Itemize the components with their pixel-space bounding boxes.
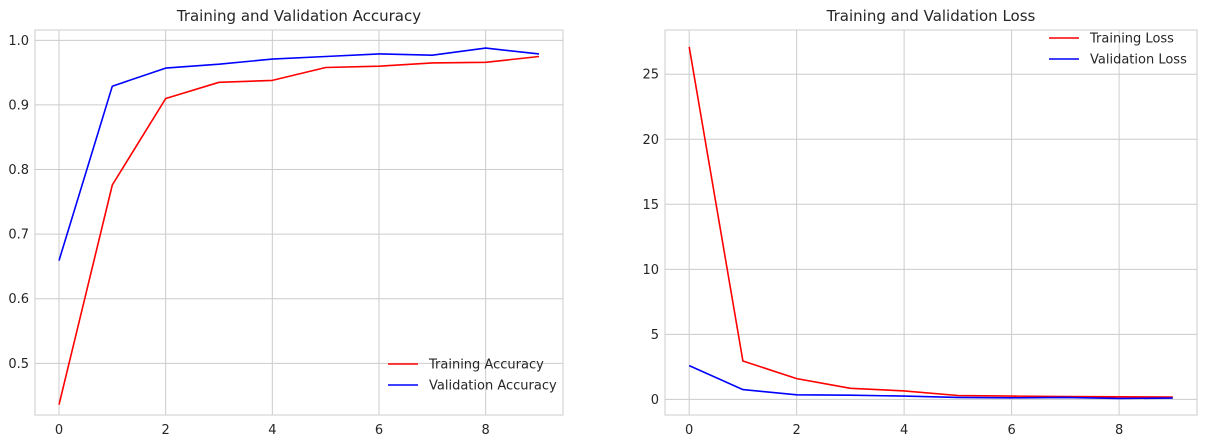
x-tick-label: 6 bbox=[1007, 423, 1015, 438]
x-tick-label: 6 bbox=[375, 423, 383, 438]
plot-frame bbox=[664, 29, 1198, 416]
x-tick-label: 2 bbox=[162, 423, 170, 438]
y-tick-label: 0.8 bbox=[8, 163, 29, 178]
x-tick-label: 0 bbox=[55, 423, 63, 438]
y-tick-label: 0.7 bbox=[8, 228, 29, 243]
y-tick-label: 1.0 bbox=[8, 34, 29, 49]
loss-chart: 0 2 4 6 8 0 5 10 15 20 25 Training and Validation L… bbox=[642, 7, 1198, 438]
y-tick-label: 15 bbox=[642, 198, 659, 213]
chart-title: Training and Validation Loss bbox=[826, 7, 1036, 25]
x-tick-label: 4 bbox=[268, 423, 276, 438]
x-tick-label: 0 bbox=[685, 423, 693, 438]
y-tick-label: 0.6 bbox=[8, 292, 29, 307]
legend-label: Validation Loss bbox=[1090, 53, 1187, 68]
series-line-1 bbox=[58, 47, 540, 261]
x-tick-label: 2 bbox=[793, 423, 801, 438]
y-tick-label: 25 bbox=[642, 68, 659, 83]
y-tick-label: 0.5 bbox=[8, 357, 29, 372]
legend-label: Validation Accuracy bbox=[429, 379, 557, 394]
accuracy-chart: 0 2 4 6 8 0.5 0.6 0.7 0.8 0.9 1.0 Training and Vali… bbox=[8, 7, 564, 438]
legend-label: Training Loss bbox=[1089, 32, 1174, 47]
x-tick-label: 8 bbox=[1115, 423, 1123, 438]
chart-title: Training and Validation Accuracy bbox=[176, 7, 421, 25]
series-line-1 bbox=[688, 364, 1173, 400]
y-tick-label: 0.9 bbox=[8, 98, 29, 113]
y-tick-label: 5 bbox=[651, 328, 659, 343]
series-line-0 bbox=[58, 55, 540, 405]
legend-label: Training Accuracy bbox=[428, 358, 544, 373]
plot-frame bbox=[34, 29, 564, 416]
series-line-0 bbox=[688, 46, 1173, 398]
x-tick-label: 4 bbox=[900, 423, 908, 438]
y-tick-label: 20 bbox=[642, 133, 659, 148]
y-tick-label: 0 bbox=[651, 393, 659, 408]
x-tick-label: 8 bbox=[482, 423, 490, 438]
y-tick-label: 10 bbox=[642, 263, 659, 278]
